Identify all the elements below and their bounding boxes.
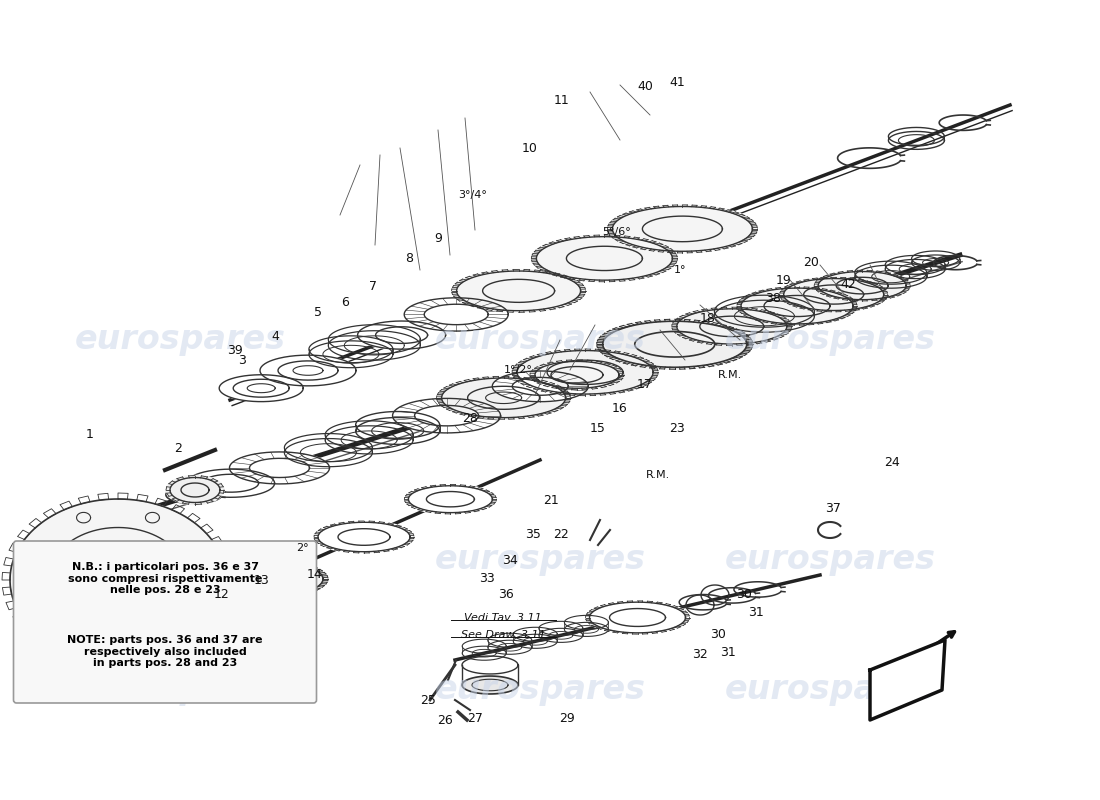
Text: 39: 39 (227, 343, 243, 357)
Polygon shape (780, 278, 888, 312)
Text: 5°/6°: 5°/6° (603, 227, 631, 237)
Text: 23: 23 (669, 422, 685, 434)
Polygon shape (870, 640, 945, 720)
Polygon shape (437, 376, 571, 419)
Text: 30: 30 (736, 589, 752, 602)
Text: 16: 16 (612, 402, 628, 414)
Polygon shape (737, 287, 857, 325)
Polygon shape (208, 560, 328, 598)
Text: 24: 24 (884, 455, 900, 469)
Text: eurospares: eurospares (725, 323, 935, 357)
Text: 31: 31 (748, 606, 763, 618)
Text: 36: 36 (498, 589, 514, 602)
Text: N.B.: i particolari pos. 36 e 37
sono compresi rispettivamente
nelle pos. 28 e 2: N.B.: i particolari pos. 36 e 37 sono co… (68, 562, 262, 595)
Polygon shape (607, 205, 758, 253)
Polygon shape (187, 469, 275, 498)
Text: 11: 11 (554, 94, 570, 106)
Text: 28: 28 (462, 411, 477, 425)
Polygon shape (672, 307, 792, 346)
Text: R.M.: R.M. (646, 470, 670, 480)
Text: 29: 29 (559, 711, 575, 725)
Polygon shape (405, 485, 496, 514)
Text: NOTE: parts pos. 36 and 37 are
respectively also included
in parts pos. 28 and 2: NOTE: parts pos. 36 and 37 are respectiv… (67, 635, 263, 668)
Text: 40: 40 (637, 81, 653, 94)
Text: 41: 41 (669, 75, 685, 89)
Polygon shape (166, 475, 224, 505)
Polygon shape (230, 452, 330, 484)
Text: 2°: 2° (296, 543, 308, 553)
Text: 1°: 1° (673, 265, 686, 275)
Polygon shape (358, 321, 446, 349)
Text: 25: 25 (420, 694, 436, 706)
Polygon shape (513, 349, 658, 396)
Text: 22: 22 (553, 529, 569, 542)
Text: 30: 30 (711, 629, 726, 642)
Text: 6: 6 (341, 297, 349, 310)
Text: 35: 35 (525, 529, 541, 542)
Text: 1°/2°: 1°/2° (504, 365, 532, 375)
Polygon shape (814, 270, 910, 301)
Text: eurospares: eurospares (725, 674, 935, 706)
Polygon shape (314, 521, 414, 553)
Text: 37: 37 (825, 502, 840, 514)
Text: 18: 18 (700, 311, 716, 325)
Text: 8: 8 (405, 251, 412, 265)
Polygon shape (531, 235, 678, 282)
Text: 12: 12 (214, 589, 230, 602)
Text: 14: 14 (307, 569, 323, 582)
Text: eurospares: eurospares (434, 674, 646, 706)
Text: 38: 38 (766, 291, 781, 305)
Text: 3: 3 (238, 354, 246, 366)
Text: 26: 26 (437, 714, 453, 726)
Text: eurospares: eurospares (75, 543, 286, 577)
Text: 2: 2 (174, 442, 182, 454)
Text: 9: 9 (434, 231, 442, 245)
Polygon shape (462, 676, 518, 694)
Polygon shape (493, 371, 588, 402)
Polygon shape (260, 355, 356, 386)
Text: eurospares: eurospares (434, 323, 646, 357)
Text: 1: 1 (86, 429, 94, 442)
Text: 42: 42 (840, 278, 856, 291)
Polygon shape (452, 270, 585, 312)
Text: See Draw. 3.11: See Draw. 3.11 (461, 630, 546, 640)
Text: 33: 33 (480, 571, 495, 585)
Text: 27: 27 (468, 711, 483, 725)
Text: 32: 32 (692, 649, 708, 662)
Text: 31: 31 (720, 646, 736, 658)
Text: 20: 20 (803, 255, 818, 269)
Polygon shape (10, 499, 225, 661)
Text: eurospares: eurospares (725, 543, 935, 577)
FancyBboxPatch shape (13, 541, 317, 703)
Text: 15: 15 (590, 422, 606, 434)
Text: eurospares: eurospares (75, 323, 286, 357)
Text: eurospares: eurospares (75, 674, 286, 706)
Text: Vedi Tav. 3.11: Vedi Tav. 3.11 (464, 613, 542, 623)
Text: 4: 4 (271, 330, 279, 343)
Text: 17: 17 (637, 378, 653, 391)
Text: eurospares: eurospares (434, 543, 646, 577)
Text: 7: 7 (368, 281, 377, 294)
Polygon shape (585, 601, 690, 634)
Text: 21: 21 (543, 494, 559, 506)
Polygon shape (530, 360, 624, 390)
Text: 19: 19 (777, 274, 792, 286)
Text: 3°/4°: 3°/4° (459, 190, 487, 200)
Text: 5: 5 (314, 306, 322, 318)
Text: 13: 13 (254, 574, 270, 586)
Polygon shape (219, 374, 304, 402)
Polygon shape (404, 298, 508, 331)
Text: R.M.: R.M. (718, 370, 743, 380)
Polygon shape (393, 398, 500, 433)
Text: 10: 10 (522, 142, 538, 154)
Text: 34: 34 (502, 554, 518, 566)
Polygon shape (597, 319, 752, 370)
